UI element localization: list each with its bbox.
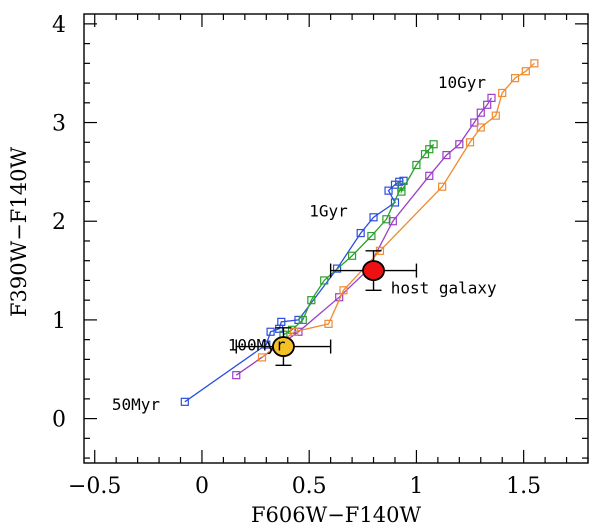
series-3-point-12 <box>530 59 539 68</box>
series-1-point-5 <box>347 251 357 260</box>
plot-frame <box>83 13 589 464</box>
series-3-point-6 <box>465 138 475 147</box>
series-1-point-4 <box>320 276 329 285</box>
series-0-point-9 <box>390 198 400 207</box>
series-1-point-3 <box>307 296 316 305</box>
y-axis-title: F390W−F140W <box>7 147 31 317</box>
data-point-0 <box>362 260 385 281</box>
y-tick-label: 0 <box>52 408 66 433</box>
series-0-point-4 <box>277 317 286 326</box>
series-1-point-10 <box>412 160 421 170</box>
series-0-point-12 <box>395 177 404 186</box>
series-line-0 <box>184 180 404 403</box>
series-2-point-0 <box>232 371 241 380</box>
series-1-point-13 <box>429 140 438 149</box>
y-tick-label: 2 <box>52 210 66 235</box>
annotation-label: 10Gyr <box>438 73 487 92</box>
series-2-point-6 <box>442 151 451 160</box>
series-3-point-9 <box>498 88 507 98</box>
annotation-label: 100Myr <box>228 336 286 355</box>
series-2-point-4 <box>388 217 397 226</box>
series-line-2 <box>235 97 493 376</box>
series-3-point-11 <box>521 67 530 76</box>
series-0-point-0 <box>180 397 189 406</box>
series-3-point-2 <box>324 319 333 328</box>
annotation-label: 1Gyr <box>309 201 348 220</box>
series-0-point-7 <box>356 228 365 238</box>
series-3-point-3 <box>339 286 348 295</box>
x-axis-title: F606W−F140W <box>251 503 421 527</box>
x-tick-label: −0.5 <box>68 474 121 499</box>
x-tick-label: 1 <box>409 474 423 499</box>
series-3-point-5 <box>438 182 447 191</box>
series-1-point-9 <box>397 187 406 196</box>
annotation-label: 50Myr <box>112 395 161 414</box>
series-3-point-8 <box>491 111 500 120</box>
series-0-point-2 <box>266 327 275 336</box>
series-3-point-10 <box>510 74 520 83</box>
series-0-point-8 <box>369 213 378 222</box>
series-2-point-11 <box>487 93 496 102</box>
series-1-point-11 <box>420 150 430 159</box>
series-1-point-12 <box>425 145 434 154</box>
series-1-point-2 <box>298 315 307 325</box>
annotation-label: host galaxy <box>391 278 497 297</box>
series-1-point-8 <box>397 182 406 191</box>
series-3-point-0 <box>257 353 267 362</box>
series-0-point-1 <box>262 340 271 349</box>
y-tick-label: 3 <box>52 112 66 137</box>
y-tick-label: 1 <box>52 309 66 334</box>
series-2-point-10 <box>483 100 492 109</box>
series-line-3 <box>261 62 535 358</box>
data-point-1 <box>272 336 295 357</box>
series-3-point-7 <box>476 123 485 132</box>
series-2-point-7 <box>455 140 464 149</box>
series-line-1 <box>283 143 435 336</box>
series-2-point-5 <box>425 171 434 180</box>
x-tick-label: 1.5 <box>506 474 541 499</box>
y-tick-label: 4 <box>52 13 66 38</box>
series-0-point-6 <box>332 264 342 273</box>
x-tick-label: 0.5 <box>292 474 327 499</box>
x-tick-label: 0 <box>195 474 209 499</box>
series-3-point-1 <box>290 327 299 336</box>
series-2-point-9 <box>476 108 485 117</box>
series-0-point-10 <box>384 186 393 195</box>
series-2-point-8 <box>470 118 479 127</box>
series-1-point-6 <box>367 231 376 241</box>
